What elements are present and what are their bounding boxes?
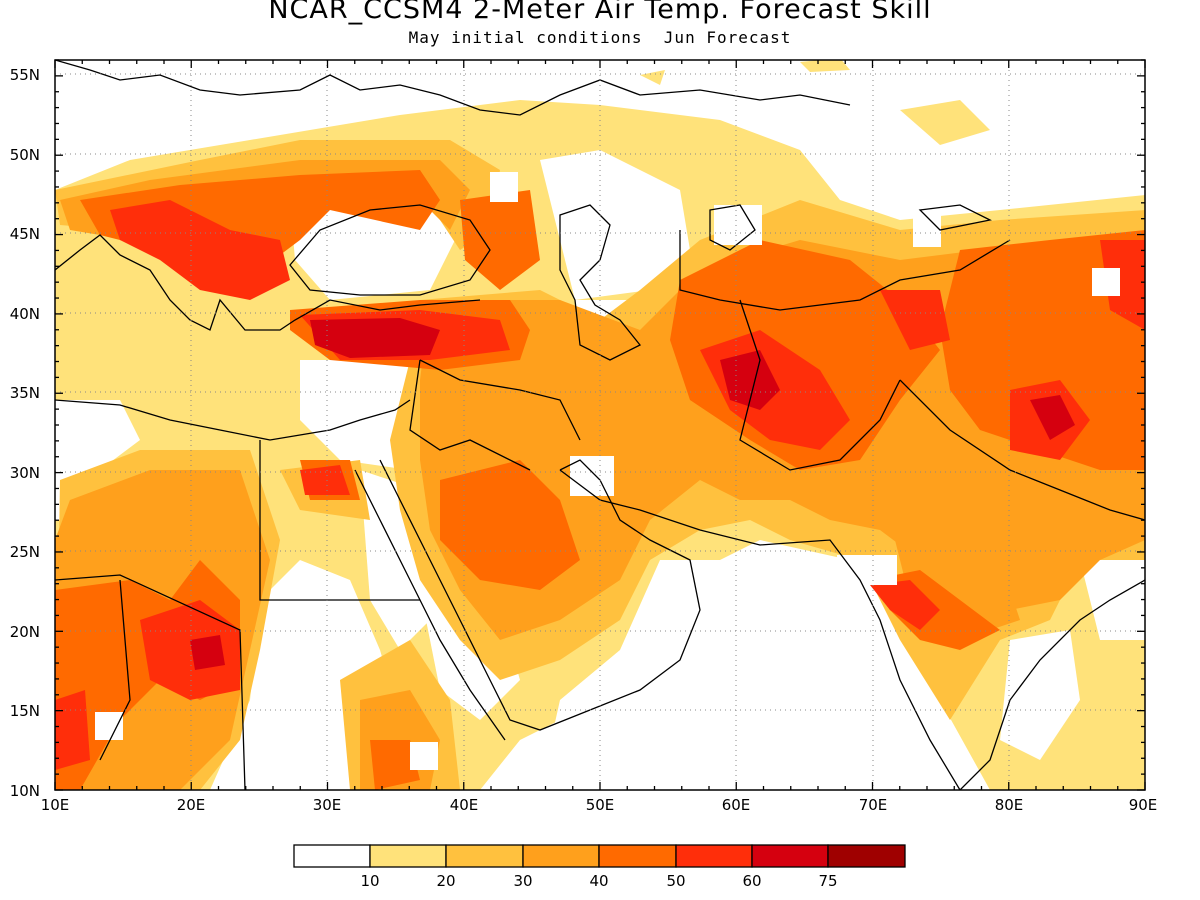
- lon-label: 70E: [859, 796, 888, 814]
- skill-level-60: [190, 318, 1075, 670]
- lon-label: 50E: [586, 796, 615, 814]
- masked-cells: [95, 172, 1120, 770]
- legend-label: 30: [513, 872, 532, 890]
- latitude-labels: 55N 50N 45N 40N 35N 30N 25N 20N 15N 10N: [10, 66, 40, 800]
- legend-label: 40: [589, 872, 608, 890]
- lat-label: 40N: [10, 305, 40, 323]
- legend-swatch: [827, 844, 906, 868]
- legend-swatch: [598, 844, 677, 868]
- legend-swatch: [522, 844, 600, 868]
- legend-swatch: [675, 844, 753, 868]
- lon-label: 90E: [1129, 796, 1158, 814]
- legend-label: 50: [666, 872, 685, 890]
- lon-label: 20E: [177, 796, 206, 814]
- lat-label: 30N: [10, 464, 40, 482]
- coastlines-borders: [55, 60, 1145, 790]
- lat-label: 25N: [10, 543, 40, 561]
- lat-label: 55N: [10, 66, 40, 84]
- color-legend: 10 20 30 40 50 60 75: [293, 844, 906, 890]
- lon-label: 60E: [722, 796, 751, 814]
- legend-label: 10: [360, 872, 379, 890]
- axis-ticks: [54, 59, 1146, 791]
- longitude-labels: 10E 20E 30E 40E 50E 60E 70E 80E 90E: [41, 796, 1158, 814]
- lon-label: 30E: [313, 796, 342, 814]
- lat-label: 35N: [10, 384, 40, 402]
- legend-swatch: [293, 844, 371, 868]
- lat-label: 45N: [10, 225, 40, 243]
- map-grid: [55, 60, 1145, 790]
- lat-label: 15N: [10, 702, 40, 720]
- lon-label: 10E: [41, 796, 70, 814]
- legend-swatch: [445, 844, 524, 868]
- legend-label: 20: [436, 872, 455, 890]
- lat-label: 50N: [10, 146, 40, 164]
- lon-label: 80E: [995, 796, 1024, 814]
- legend-swatch: [751, 844, 829, 868]
- legend-label: 75: [818, 872, 837, 890]
- map-title: NCAR_CCSM4 2-Meter Air Temp. Forecast Sk…: [268, 0, 932, 25]
- legend-label: 60: [742, 872, 761, 890]
- map-subtitle: May initial conditions Jun Forecast: [408, 28, 792, 47]
- legend-swatch: [369, 844, 447, 868]
- lon-label: 40E: [450, 796, 479, 814]
- lat-label: 20N: [10, 623, 40, 641]
- lat-label: 10N: [10, 782, 40, 800]
